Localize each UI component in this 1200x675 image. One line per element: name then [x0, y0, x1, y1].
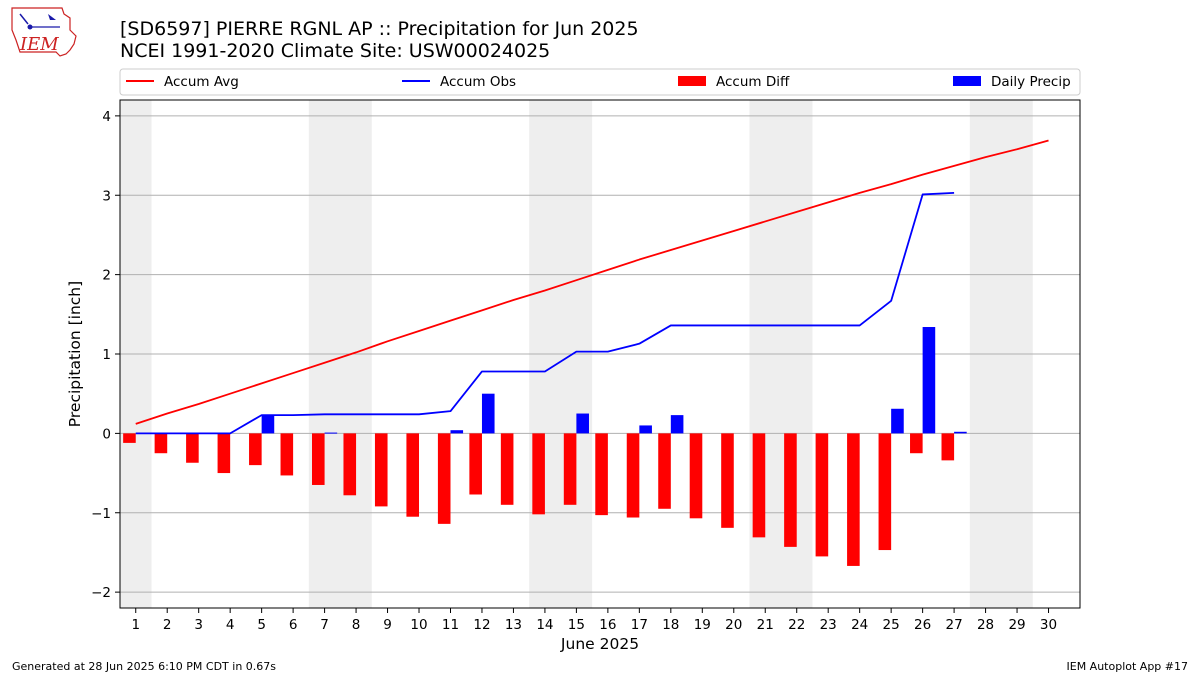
- x-tick-label: 17: [631, 617, 648, 633]
- x-tick-label: 27: [946, 617, 963, 633]
- x-tick-label: 23: [820, 617, 837, 633]
- y-tick-label: −2: [91, 585, 111, 601]
- footer-generated: Generated at 28 Jun 2025 6:10 PM CDT in …: [12, 660, 276, 673]
- x-tick-label: 8: [352, 617, 361, 633]
- legend: Accum Avg Accum Obs Accum Diff Daily Pre…: [119, 68, 1081, 96]
- accum-diff-bar: [374, 433, 388, 507]
- accum-diff-bar: [249, 433, 262, 466]
- legend-daily-label: Daily Precip: [991, 74, 1071, 90]
- accum-diff-bar: [626, 433, 640, 518]
- daily-precip-bars: [261, 327, 967, 434]
- accum-diff-bar: [595, 433, 608, 516]
- daily-precip-bar: [670, 415, 684, 434]
- x-tick-label: 11: [442, 617, 459, 633]
- accum-diff-bar: [406, 433, 420, 517]
- daily-precip-bar: [954, 431, 967, 434]
- accum-diff-bar: [217, 433, 231, 474]
- logo-text: IEM: [19, 34, 59, 55]
- x-tick-label: 4: [226, 617, 235, 633]
- x-axis-label: June 2025: [560, 635, 639, 653]
- y-axis-label: Precipitation [inch]: [66, 281, 84, 427]
- daily-precip-bar: [261, 415, 275, 434]
- x-tick-label: 14: [536, 617, 553, 633]
- daily-precip-bar: [639, 425, 652, 434]
- x-tick-label: 28: [977, 617, 994, 633]
- accum-lines: [135, 139, 1049, 435]
- x-tick-label: 1: [131, 617, 140, 633]
- x-tick-label: 3: [194, 617, 203, 633]
- x-tick-label: 16: [599, 617, 616, 633]
- y-axis: −2 −1 0 1 2 3 4: [91, 109, 120, 601]
- accum-diff-bar: [721, 433, 734, 528]
- y-tick-label: −1: [91, 506, 111, 522]
- x-tick-label: 6: [289, 617, 298, 633]
- legend-daily-swatch: [953, 76, 981, 86]
- x-tick-label: 30: [1040, 617, 1057, 633]
- y-tick-label: 1: [102, 347, 111, 363]
- accum-diff-bar: [532, 433, 545, 515]
- accum-diff-bar: [469, 433, 482, 495]
- footer-app: IEM Autoplot App #17: [1067, 660, 1189, 673]
- y-tick-label: 3: [102, 188, 111, 204]
- accum-avg-line: [135, 139, 1049, 425]
- accum-diff-bar: [910, 433, 923, 454]
- x-tick-label: 24: [851, 617, 868, 633]
- y-tick-label: 4: [102, 109, 111, 125]
- accum-diff-bar: [878, 433, 892, 551]
- accum-diff-bar: [784, 433, 797, 547]
- accum-diff-bars: [123, 433, 955, 566]
- x-tick-label: 12: [473, 617, 490, 633]
- accum-diff-bar: [154, 433, 168, 454]
- x-axis: 1 2 3 4 5 6 7 8 9 10 11 12 13 14 15 16 17 18 19 20 21 22 23 24 2…: [131, 608, 1057, 633]
- accum-diff-bar: [941, 433, 955, 461]
- chart-title: [SD6597] PIERRE RGNL AP :: Precipitation…: [120, 18, 639, 40]
- x-tick-label: 26: [914, 617, 931, 633]
- accum-diff-bar: [500, 433, 514, 505]
- accum-diff-bar: [847, 433, 860, 566]
- daily-precip-bar: [481, 393, 495, 434]
- accum-diff-bar: [752, 433, 766, 538]
- daily-precip-bar: [324, 432, 338, 434]
- accum-obs-line: [135, 191, 955, 435]
- y-tick-label: 2: [102, 268, 111, 284]
- x-tick-label: 10: [410, 617, 427, 633]
- chart-subtitle: NCEI 1991-2020 Climate Site: USW00024025: [120, 40, 550, 62]
- x-tick-label: 20: [725, 617, 742, 633]
- accum-diff-bar: [815, 433, 829, 557]
- x-tick-label: 21: [757, 617, 774, 633]
- x-tick-label: 9: [383, 617, 392, 633]
- legend-diff-label: Accum Diff: [716, 74, 790, 90]
- x-tick-label: 2: [163, 617, 172, 633]
- legend-obs-label: Accum Obs: [440, 74, 516, 90]
- x-tick-label: 29: [1008, 617, 1025, 633]
- accum-diff-bar: [186, 433, 199, 463]
- x-tick-label: 13: [505, 617, 522, 633]
- accum-diff-bar: [689, 433, 703, 519]
- legend-avg-label: Accum Avg: [164, 74, 239, 90]
- accum-diff-bar: [437, 433, 451, 524]
- daily-precip-bar: [922, 327, 936, 434]
- x-tick-label: 19: [694, 617, 711, 633]
- iem-logo: IEM: [11, 7, 77, 57]
- x-tick-label: 15: [568, 617, 585, 633]
- x-tick-label: 5: [257, 617, 266, 633]
- x-tick-label: 18: [662, 617, 679, 633]
- daily-precip-bar: [450, 430, 464, 434]
- accum-diff-bar: [123, 433, 136, 443]
- x-tick-label: 25: [883, 617, 900, 633]
- accum-diff-bar: [343, 433, 357, 496]
- accum-diff-bar: [280, 433, 294, 476]
- accum-diff-bar: [312, 433, 325, 485]
- daily-precip-bar: [891, 408, 904, 434]
- accum-diff-bar: [658, 433, 671, 509]
- x-tick-label: 22: [788, 617, 805, 633]
- x-tick-label: 7: [320, 617, 329, 633]
- grid-lines: [120, 115, 1080, 593]
- y-tick-label: 0: [102, 426, 111, 442]
- legend-diff-swatch: [678, 76, 706, 86]
- accum-diff-bar: [563, 433, 577, 505]
- daily-precip-bar: [576, 413, 589, 434]
